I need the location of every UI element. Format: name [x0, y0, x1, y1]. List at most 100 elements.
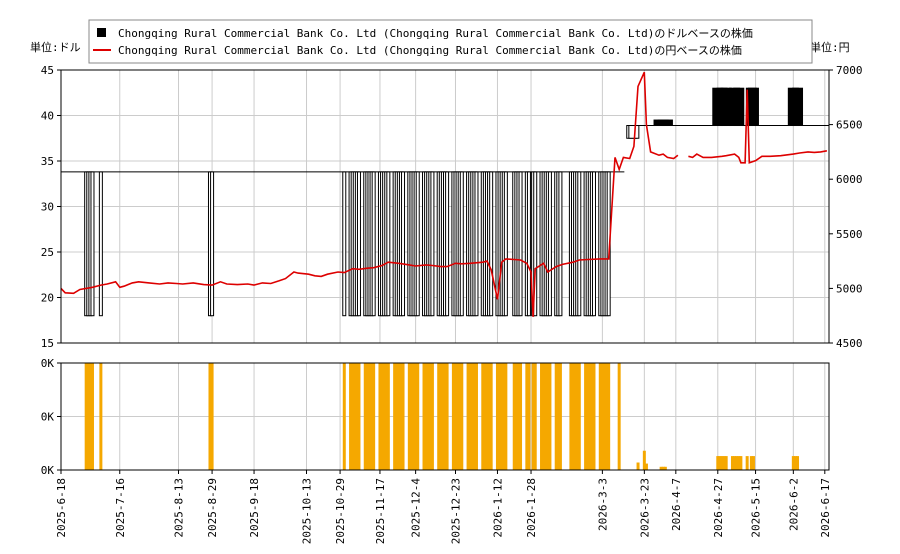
x-axis-tick-label: 2026-4-7: [670, 478, 683, 531]
volume-bar: [661, 466, 665, 470]
volume-bar: [363, 363, 367, 470]
volume-bar: [355, 363, 359, 470]
volume-bar: [598, 363, 602, 470]
x-axis-tick-label: 2026-4-27: [712, 478, 725, 538]
usd-candle: [526, 171, 531, 317]
volume-bar: [412, 363, 416, 470]
left-axis-unit: 単位:ドル: [30, 40, 81, 54]
volume-bar: [487, 363, 491, 470]
volume-bar: [556, 363, 560, 470]
volume-bar: [735, 456, 739, 470]
volume-bar: [569, 363, 573, 470]
legend: Chongqing Rural Commercial Bank Co. Ltd …: [88, 19, 813, 64]
volume-bar: [460, 363, 464, 470]
legend-candle-icon: [97, 28, 106, 37]
volume-bar: [399, 363, 403, 470]
volume-axis-tick-label: 0K: [41, 411, 55, 424]
volume-bar: [485, 363, 489, 470]
left-axis-tick-label: 15: [41, 337, 54, 350]
volume-bar: [466, 363, 470, 470]
usd-candle: [489, 171, 494, 317]
volume-bar: [548, 363, 552, 470]
usd-candle: [474, 171, 479, 317]
volume-bar: [472, 363, 476, 470]
usd-candle: [547, 171, 552, 317]
volume-bar: [456, 363, 460, 470]
volume-bar: [210, 363, 214, 470]
volume-bar: [554, 363, 558, 470]
volume-bar: [458, 363, 462, 470]
volume-bar: [659, 466, 663, 470]
volume-bar: [468, 363, 472, 470]
volume-bar: [533, 363, 537, 470]
volume-bar: [367, 363, 371, 470]
volume-bar: [737, 456, 741, 470]
x-axis-tick-label: 2025-8-13: [173, 478, 186, 538]
volume-bar: [588, 363, 592, 470]
volume-bar: [592, 363, 596, 470]
x-axis-tick-label: 2025-11-17: [374, 478, 387, 544]
x-axis-tick-label: 2025-12-4: [410, 478, 423, 538]
volume-axis-tick-label: 0K: [41, 357, 55, 370]
volume-bar: [504, 363, 508, 470]
right-axis-tick-label: 6000: [836, 173, 863, 186]
usd-candle: [733, 87, 745, 127]
usd-candle: [430, 171, 435, 317]
volume-bar: [663, 466, 667, 470]
volume-bar: [571, 363, 575, 470]
volume-bar: [749, 456, 753, 470]
left-axis-tick-label: 25: [41, 246, 54, 259]
volume-bar: [718, 456, 722, 470]
usd-candle: [386, 171, 391, 317]
volume-bar: [439, 363, 443, 470]
volume-bar: [351, 363, 355, 470]
volume-bar: [349, 363, 353, 470]
volume-bar: [575, 363, 579, 470]
volume-bar: [453, 363, 457, 470]
volume-bar: [474, 363, 478, 470]
volume-bar: [422, 363, 426, 470]
volume-bar: [441, 363, 445, 470]
usd-candle: [459, 171, 464, 317]
volume-bar: [644, 463, 648, 470]
volume-bar: [793, 456, 797, 470]
usd-candle: [356, 171, 361, 317]
usd-candle: [445, 171, 450, 317]
volume-bar: [382, 363, 386, 470]
right-axis-tick-label: 6500: [836, 119, 863, 132]
volume-bar: [512, 363, 516, 470]
usd-candle: [577, 171, 582, 317]
volume-bar: [577, 363, 581, 470]
x-axis-tick-label: 2025-7-16: [114, 478, 127, 538]
volume-bar: [745, 456, 749, 470]
volume-bar: [428, 363, 432, 470]
volume-bar: [426, 363, 430, 470]
legend-usd-label: Chongqing Rural Commercial Bank Co. Ltd …: [118, 26, 753, 40]
usd-candle: [98, 171, 103, 317]
volume-bar: [796, 456, 800, 470]
volume-bar: [414, 363, 418, 470]
volume-bar: [498, 363, 502, 470]
volume-bar: [88, 363, 92, 470]
volume-bar: [544, 363, 548, 470]
volume-bar: [393, 363, 397, 470]
usd-candle: [415, 171, 420, 317]
volume-bar: [386, 363, 390, 470]
x-axis-tick-label: 2025-9-18: [248, 478, 261, 538]
volume-bar: [573, 363, 577, 470]
right-axis-tick-label: 7000: [836, 64, 863, 77]
left-axis-tick-label: 35: [41, 155, 54, 168]
volume-bar: [733, 456, 737, 470]
x-axis-tick-label: 2026-1-12: [491, 478, 504, 538]
right-axis-unit: 単位:円: [810, 40, 850, 54]
volume-bar: [451, 363, 455, 470]
volume-bar: [424, 363, 428, 470]
volume-bar: [90, 363, 94, 470]
right-axis-tick-label: 4500: [836, 337, 863, 350]
volume-bar: [416, 363, 420, 470]
usd-candle: [371, 171, 376, 317]
volume-bar: [519, 363, 523, 470]
volume-bar: [590, 363, 594, 470]
volume-bar: [84, 363, 88, 470]
